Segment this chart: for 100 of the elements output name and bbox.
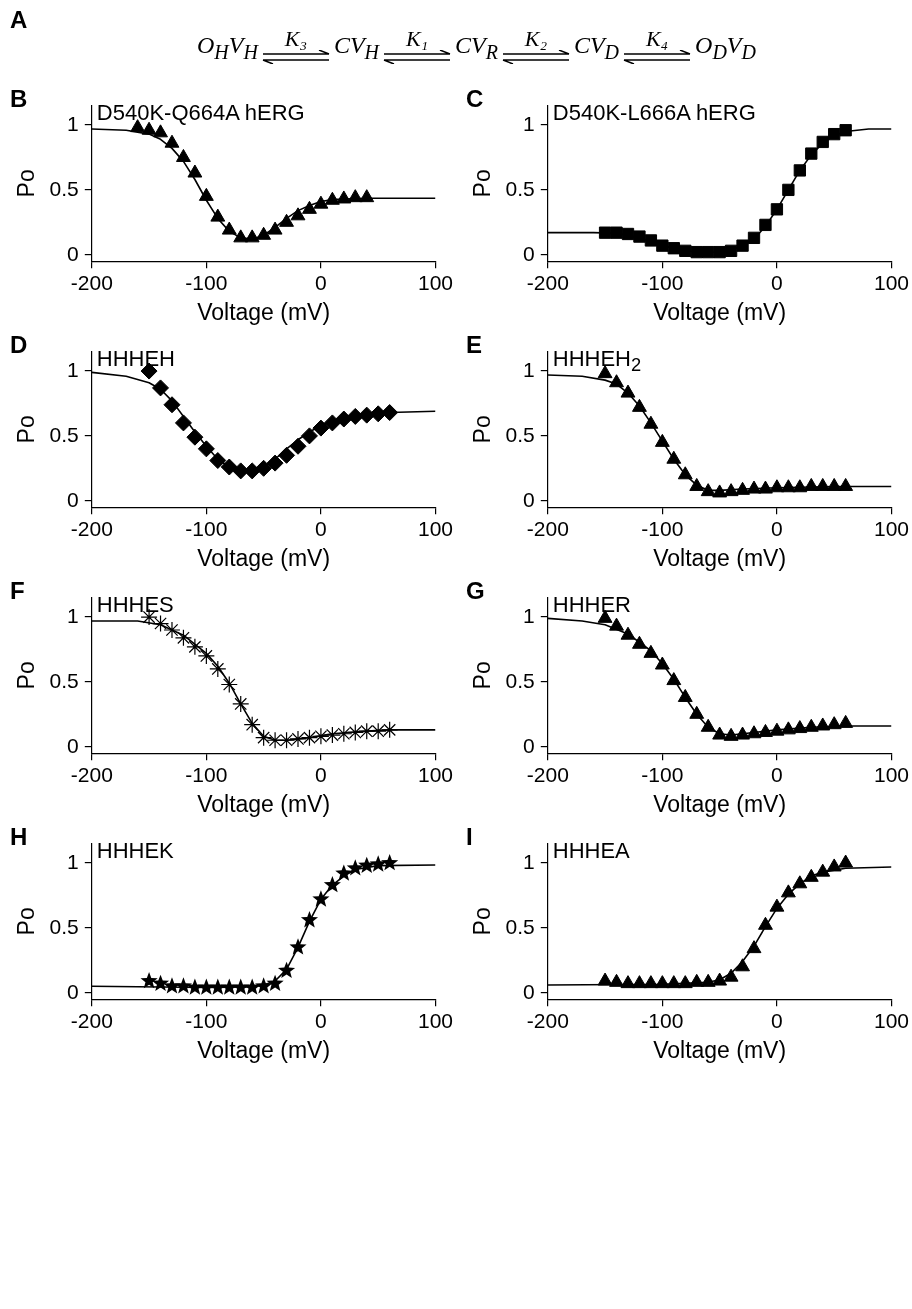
point [656,239,669,252]
point [197,440,215,458]
point [689,705,705,719]
y-tick-label: 0 [67,979,79,1003]
chart-title: I [466,823,473,851]
point [381,404,399,422]
point [300,911,319,928]
point [255,729,273,747]
point [609,617,624,631]
chart-title: F [10,577,25,605]
point [654,656,670,670]
point [220,675,238,694]
point [758,916,773,930]
x-tick-label: 0 [315,516,327,540]
point [597,972,613,986]
x-axis-title: Voltage (mV) [653,1036,787,1063]
x-tick-label: 100 [417,1008,453,1032]
y-tick-label: 0.5 [505,422,535,446]
y-tick-label: 0 [523,979,535,1003]
x-tick-label: -100 [641,762,684,786]
point [313,195,329,209]
y-tick-label: 0 [523,733,535,757]
point [838,854,854,868]
y-tick-label: 0 [523,241,535,265]
chart-subtitle: D540K-L666A hERG [552,99,756,125]
point [736,239,749,252]
chart-title: H [10,823,28,851]
point [335,864,353,881]
point [838,477,854,491]
point [654,433,670,447]
point [151,974,170,991]
chart-subtitle: HHHEH [96,345,176,371]
point [359,189,375,203]
x-tick-label: 100 [873,762,909,786]
text: O$_{H}$V$_{H}$ [196,32,260,64]
point [780,884,796,898]
y-tick-label: 0.5 [505,668,535,692]
point [358,856,376,873]
x-tick-label: -200 [70,762,113,786]
x-tick-label: -100 [185,1008,228,1032]
text: K₂ [524,26,548,51]
point [255,977,273,994]
point [221,221,237,235]
point [266,974,284,991]
y-tick-label: 0 [67,241,79,265]
x-tick-label: -100 [185,270,228,294]
y-tick-label: 1 [67,111,79,135]
point [369,855,387,872]
point [323,876,341,893]
point [278,446,296,464]
point [839,124,852,137]
y-tick-label: 1 [67,357,79,381]
x-axis-title: Voltage (mV) [197,790,331,817]
y-tick-label: 0.5 [505,914,535,938]
y-tick-label: 1 [67,603,79,627]
point [805,147,818,160]
point [289,437,307,455]
x-tick-label: 100 [417,270,453,294]
x-tick-label: 0 [771,270,783,294]
x-tick-label: -200 [526,1008,569,1032]
point [163,396,181,414]
text: O$_{D}$V$_{D}$ [694,32,757,64]
point [620,626,636,640]
y-tick-label: 1 [523,357,535,381]
y-tick-label: 1 [67,849,79,873]
y-tick-label: 0 [67,733,79,757]
x-axis-title: Voltage (mV) [197,544,331,571]
x-tick-label: -200 [70,516,113,540]
point [198,187,214,201]
y-axis-title: Po [469,907,496,936]
x-tick-label: -200 [70,1008,113,1032]
chart-title: C [466,85,484,113]
x-tick-label: -200 [526,762,569,786]
point [290,207,306,221]
point [780,721,796,735]
y-tick-label: 0 [67,487,79,511]
y-axis-title: Po [469,661,496,690]
point [140,972,158,989]
point [164,134,180,148]
point [244,229,260,243]
point [381,854,399,871]
x-tick-label: 0 [771,762,783,786]
point [300,729,319,747]
x-tick-label: -100 [641,516,684,540]
point [381,721,399,739]
point [346,859,364,876]
y-tick-label: 1 [523,849,535,873]
point [609,973,624,987]
point [312,727,330,745]
point [610,226,623,239]
point [243,978,261,995]
point [210,208,226,222]
chart-subtitle: HHHEK [96,837,174,863]
point [266,731,284,749]
text: K₃ [284,26,308,51]
point [666,450,682,464]
chart-subtitle: D540K-Q664A hERG [96,99,305,125]
y-tick-label: 0.5 [505,176,535,200]
x-axis-title: Voltage (mV) [197,1036,331,1063]
x-tick-label: -200 [526,270,569,294]
